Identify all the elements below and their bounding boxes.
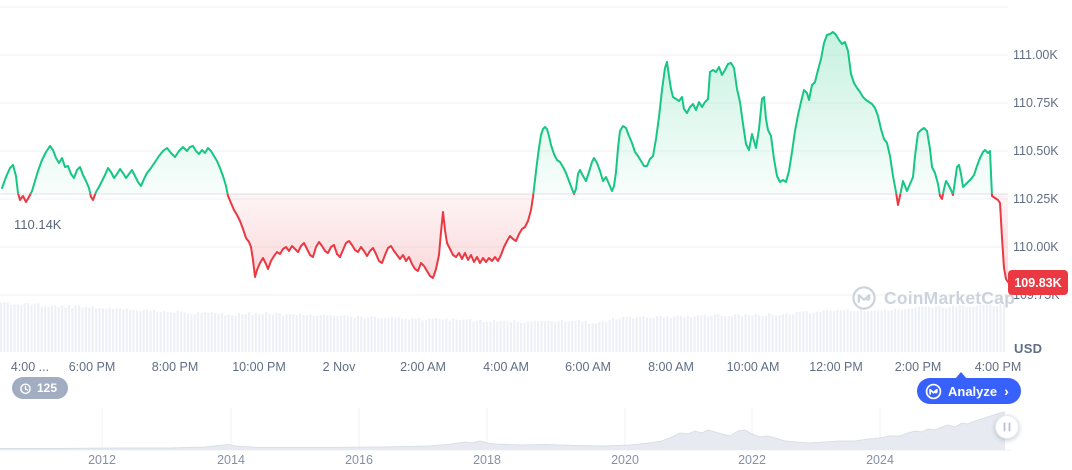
range-handle[interactable] (995, 415, 1019, 439)
price-line-series (0, 31, 1009, 283)
analyze-button-label: Analyze (948, 383, 998, 399)
watermark-text: CoinMarketCap (884, 287, 1015, 308)
y-axis-label: 110.00K (1013, 240, 1059, 254)
y-axis-label: 110.25K (1013, 192, 1059, 206)
coinmarketcap-logo-icon (852, 286, 876, 310)
time-axis-label: 4:00 PM (974, 360, 1022, 374)
coinmarketcap-logo-icon (925, 383, 942, 399)
time-axis-label: 10:00 AM (726, 360, 780, 374)
navigator-sparkline (0, 412, 1005, 450)
currency-unit-label: USD (1014, 341, 1043, 356)
current-price-badge: 109.83K (1008, 270, 1068, 295)
time-axis-label: 4:00 AM (483, 360, 529, 374)
time-axis-label: 8:00 AM (648, 360, 694, 374)
clock-history-icon (20, 383, 31, 394)
time-axis-label: 2:00 PM (894, 360, 942, 374)
year-label: 2022 (738, 453, 766, 467)
y-axis-label: 110.75K (1013, 96, 1059, 110)
watermark: CoinMarketCap (851, 285, 1015, 311)
time-axis-label: 6:00 PM (68, 360, 116, 374)
chevron-right-icon: › (1004, 383, 1009, 399)
time-axis-label: 8:00 PM (151, 360, 199, 374)
y-axis-label: 110.50K (1013, 144, 1059, 158)
year-label: 2024 (866, 453, 894, 467)
time-axis-label: 2:00 AM (400, 360, 446, 374)
year-label: 2020 (611, 453, 639, 467)
time-axis-label: 4:00 ... (10, 360, 50, 374)
history-count-value: 125 (37, 381, 58, 395)
time-axis-label: 6:00 AM (565, 360, 611, 374)
history-count-badge[interactable]: 125 (12, 377, 69, 399)
y-axis-label: 111.00K (1013, 48, 1058, 62)
year-label: 2016 (345, 453, 373, 467)
volume-bars (0, 302, 1005, 352)
time-axis-label: 10:00 PM (232, 360, 286, 374)
tooltip-pointer (955, 372, 967, 379)
time-axis-label: 2 Nov (322, 360, 356, 374)
date-range-navigator[interactable] (0, 408, 1019, 451)
year-label: 2014 (217, 453, 245, 467)
time-axis-label: 12:00 PM (809, 360, 863, 374)
year-label: 2018 (473, 453, 501, 467)
analyze-button[interactable]: Analyze › (917, 372, 1021, 404)
baseline-price-label: 110.14K (14, 217, 62, 232)
year-label: 2012 (88, 453, 116, 467)
